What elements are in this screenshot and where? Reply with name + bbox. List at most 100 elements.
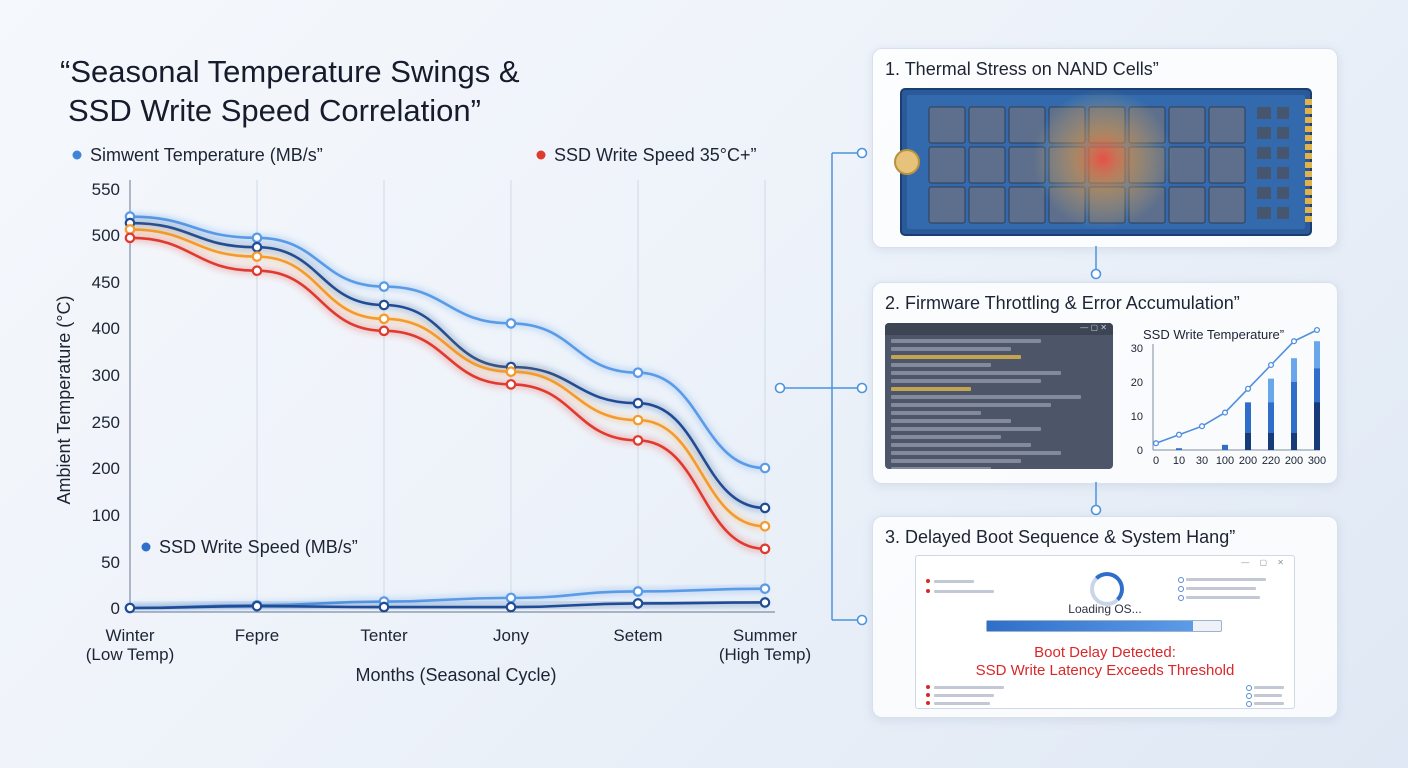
chart-title-line2: SSD Write Speed Correlation” (68, 93, 481, 128)
smd-component (1257, 127, 1271, 139)
y-axis-label: Ambient Temperature (°C) (54, 296, 74, 505)
connector-pin (1305, 117, 1312, 123)
smd-component (1277, 207, 1289, 219)
mini-y-tick: 30 (1131, 343, 1143, 355)
firmware-log-terminal: — ▢ ✕ (885, 323, 1113, 469)
terminal-log-line (891, 451, 1061, 455)
terminal-log-line (891, 403, 1051, 407)
legend-label: Simwent Temperature (MB/s” (90, 145, 323, 165)
boot-log-status-icon (1246, 701, 1252, 707)
terminal-log-line (891, 395, 1081, 399)
connector-pin (1305, 135, 1312, 141)
mini-x-tick: 300 (1308, 455, 1326, 467)
mini-bar-mid (1222, 444, 1228, 450)
boot-log-line (934, 702, 990, 705)
boot-log-status-icon (926, 701, 930, 705)
legend-label: SSD Write Speed (MB/s” (159, 537, 358, 557)
boot-log-status-icon (1178, 577, 1184, 583)
smd-component (1257, 167, 1271, 179)
boot-log-line (1186, 596, 1260, 599)
thermal-stress-panel: 1. Thermal Stress on NAND Cells” (872, 48, 1338, 248)
mini-x-tick: 200 (1239, 455, 1257, 467)
series-point (632, 367, 644, 378)
boot-log-line (1186, 587, 1256, 590)
nand-chip (1208, 106, 1246, 144)
series-point (505, 379, 517, 390)
series-point (251, 265, 263, 277)
y-tick-label: 50 (101, 553, 120, 572)
terminal-log-line (891, 419, 1011, 423)
nand-chip (1168, 186, 1206, 224)
series-point (759, 462, 771, 474)
nand-chip (928, 106, 966, 144)
mini-trend-point (1313, 326, 1321, 334)
connector-pin (1305, 180, 1312, 186)
x-tick-label: Winter (Low Temp) (86, 626, 175, 664)
mini-x-tick: 200 (1285, 455, 1303, 467)
boot-sequence-title: 3. Delayed Boot Sequence & System Hang” (885, 527, 1236, 547)
mini-bar-mid (1291, 382, 1297, 450)
smd-component (1257, 207, 1271, 219)
terminal-window-controls[interactable]: — ▢ ✕ (1080, 323, 1107, 332)
nand-chip (928, 146, 966, 184)
series-point (378, 325, 390, 337)
mini-trend-point (1290, 338, 1298, 345)
terminal-log-line (891, 363, 991, 367)
terminal-log-line (891, 459, 1021, 463)
boot-log-line (934, 694, 994, 697)
y-tick-label: 400 (92, 319, 120, 338)
y-tick-label: 0 (111, 599, 120, 618)
terminal-titlebar: — ▢ ✕ (885, 323, 1113, 335)
boot-warning-line2: SSD Write Latency Exceeds Threshold (975, 662, 1235, 679)
mini-bar-mid (1176, 448, 1182, 450)
terminal-log-line (891, 371, 1061, 375)
connector-pin (1305, 126, 1312, 132)
boot-window-controls[interactable]: — ▢ ✕ (1241, 558, 1288, 567)
boot-log-line (934, 686, 1004, 689)
smd-component (1277, 167, 1289, 179)
mini-y-tick: 20 (1131, 377, 1143, 389)
y-tick-label: 450 (92, 273, 120, 292)
x-axis-label: Months (Seasonal Cycle) (355, 665, 556, 685)
terminal-log-line (891, 379, 1041, 383)
series-line (128, 236, 767, 551)
x-tick-label: Fepre (235, 626, 279, 645)
series-point (124, 602, 136, 614)
terminal-log-lines (885, 339, 1113, 469)
connector-pin (1305, 207, 1312, 213)
nand-chip (1208, 146, 1246, 184)
nand-chip (968, 106, 1006, 144)
series-point (124, 224, 136, 235)
smd-component (1277, 187, 1289, 199)
boot-log-status-icon (1246, 685, 1252, 691)
terminal-log-line (891, 427, 1041, 431)
thermal-stress-title: 1. Thermal Stress on NAND Cells” (885, 59, 1159, 79)
chart-title: “Seasonal Temperature Swings & SSD Write… (60, 52, 520, 130)
mini-bar-dark (1268, 433, 1274, 450)
nand-chip (968, 146, 1006, 184)
mini-trend-point (1175, 431, 1183, 438)
boot-log-line (1186, 578, 1266, 581)
boot-log-status-icon (1246, 693, 1252, 699)
connector-pin (1305, 108, 1312, 114)
series-glow (129, 234, 766, 553)
x-tick-label: Tenter (360, 626, 408, 645)
boot-window: — ▢ ✕ Loading OS... Boot Delay Detected:… (915, 555, 1295, 709)
terminal-log-line (891, 435, 1001, 439)
series-point (251, 232, 263, 244)
boot-log-status-icon (926, 589, 930, 593)
mini-x-tick: 30 (1196, 455, 1208, 467)
ssd-board-illustration (894, 88, 1312, 236)
nand-chip (1168, 146, 1206, 184)
boot-log-line (1254, 686, 1284, 689)
nand-chip (1168, 106, 1206, 144)
series-point (378, 601, 390, 613)
series-point (759, 583, 771, 594)
connector-pin (1305, 216, 1312, 222)
boot-log-status-icon (926, 693, 930, 697)
series-point (759, 502, 771, 514)
mini-x-tick: 220 (1262, 455, 1280, 467)
boot-log-line (934, 580, 974, 583)
mini-chart-title: SSD Write Temperature” (1143, 327, 1285, 342)
y-tick-label: 500 (92, 226, 120, 245)
